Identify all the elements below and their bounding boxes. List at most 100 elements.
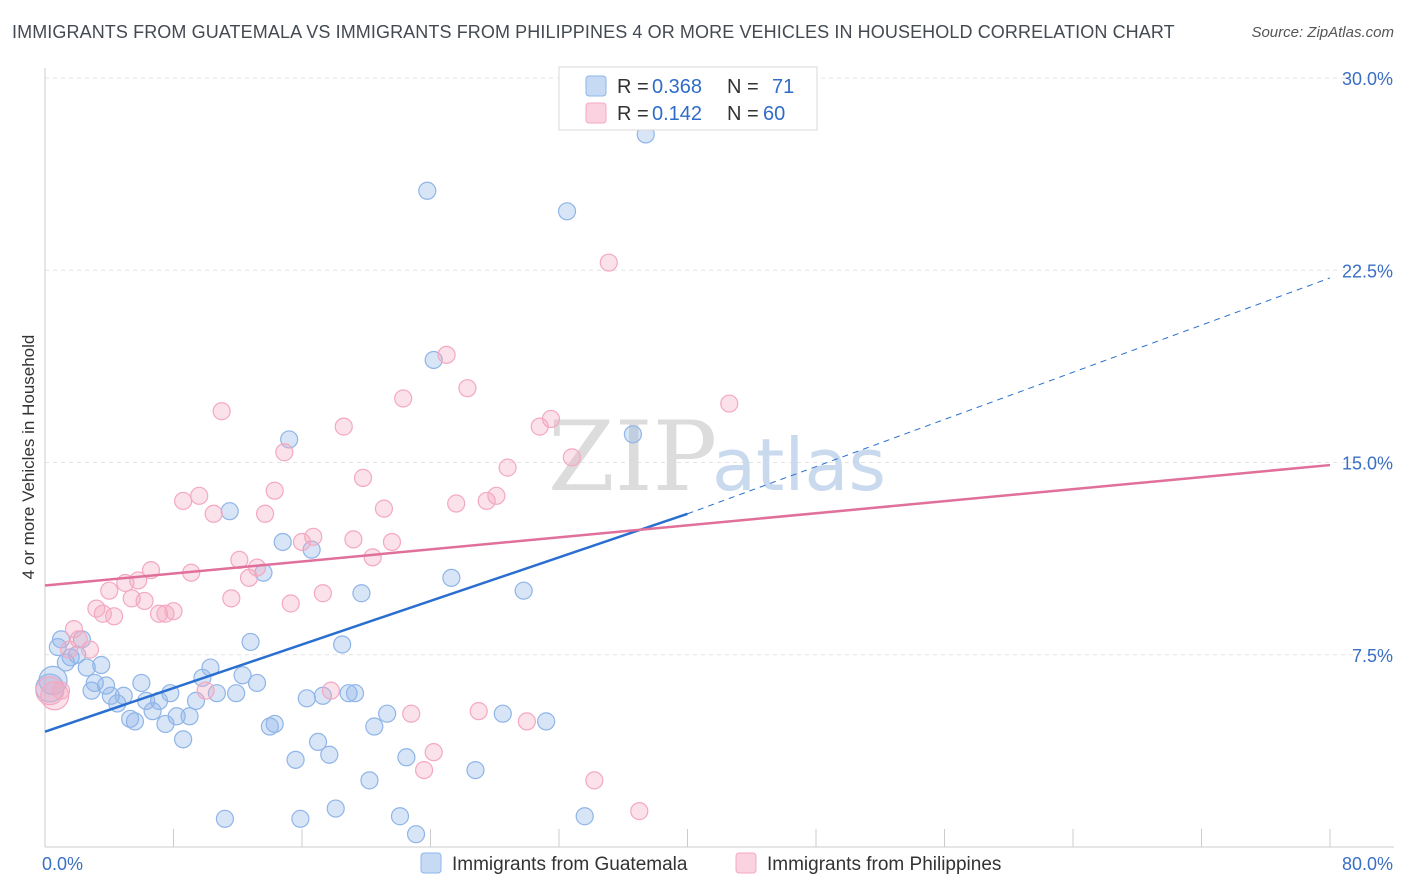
point-series-1-4 (64, 620, 84, 639)
point-series-0-49 (326, 799, 345, 818)
point-series-0-52 (345, 684, 365, 703)
legend-n-value-philippines: 60 (763, 103, 785, 125)
gridlines (45, 77, 1390, 656)
legend-swatch-philippines (585, 102, 607, 124)
series-legend: Immigrants from Guatemala Immigrants fro… (420, 852, 1001, 875)
point-series-0-8 (77, 658, 96, 677)
legend-r-value-guatemala: 0.368 (652, 76, 702, 98)
point-series-0-62 (442, 568, 461, 587)
y-axis-tick-labels: 7.5% 15.0% 22.5% 30.0% (1342, 69, 1393, 666)
point-series-1-21 (190, 486, 209, 505)
legend-n-label-guatemala: N = (727, 76, 759, 98)
point-series-1-18 (164, 602, 183, 621)
point-series-0-51 (339, 684, 358, 703)
point-series-0-18 (132, 673, 151, 693)
point-series-0-39 (265, 714, 284, 734)
point-series-1-60 (630, 802, 649, 821)
point-series-1-42 (382, 532, 402, 552)
x-axis-tick-labels: 0.0% 80.0% (42, 854, 1393, 874)
point-series-1-51 (477, 491, 496, 511)
legend-n-label-philippines: N = (727, 103, 759, 125)
watermark-zip: ZIP (548, 401, 717, 513)
point-series-1-57 (562, 448, 581, 467)
legend-r-label-philippines: R = (617, 103, 649, 125)
y-tick-label-0: 7.5% (1352, 646, 1393, 666)
point-series-1-10 (104, 607, 124, 626)
point-series-1-28 (247, 558, 267, 577)
trend-line-series-1 (44, 463, 1331, 587)
y-tick-label-1: 15.0% (1342, 454, 1393, 474)
point-series-1-43 (394, 389, 413, 408)
point-series-0-57 (390, 807, 410, 826)
legend-r-label-guatemala: R = (617, 76, 649, 98)
point-series-1-49 (458, 379, 477, 398)
point-series-0-33 (227, 684, 246, 703)
trend-line-series-0 (44, 512, 688, 733)
point-series-0-44 (297, 689, 316, 708)
point-series-1-19 (174, 491, 193, 511)
point-series-0-25 (174, 730, 193, 749)
point-series-0-34 (233, 666, 252, 685)
bottom-legend-swatch-philippines (735, 852, 757, 874)
point-series-0-40 (273, 532, 292, 552)
bottom-legend-label-philippines: Immigrants from Philippines (767, 854, 1001, 875)
point-series-0-63 (466, 760, 485, 780)
data-points (35, 125, 739, 844)
trend-lines (44, 277, 1331, 733)
point-series-1-59 (599, 253, 618, 272)
point-series-0-30 (207, 684, 226, 703)
point-series-1-39 (353, 468, 373, 487)
point-series-1-61 (720, 394, 739, 413)
point-series-1-52 (487, 486, 506, 505)
point-series-1-40 (363, 548, 382, 567)
point-series-1-41 (374, 499, 394, 518)
point-series-1-38 (344, 530, 363, 549)
point-series-0-54 (360, 771, 379, 790)
point-series-0-64 (493, 704, 512, 723)
point-series-0-16 (121, 709, 140, 728)
y-tick-label-2: 22.5% (1342, 261, 1393, 281)
axes (44, 68, 1394, 848)
point-series-0-68 (575, 807, 594, 826)
point-series-0-67 (557, 202, 577, 221)
point-series-1-50 (469, 702, 488, 721)
point-series-0-12 (96, 676, 116, 695)
point-series-1-29 (255, 504, 275, 523)
y-axis-label: 4 or more Vehicles in Household (19, 335, 38, 580)
point-series-0-38 (260, 717, 279, 736)
point-series-0-66 (537, 712, 556, 731)
point-series-0-35 (241, 632, 260, 652)
legend-n-value-guatemala: 71 (772, 76, 794, 98)
point-series-0-58 (397, 748, 416, 767)
point-series-1-56 (541, 409, 561, 429)
point-series-0-42 (286, 750, 305, 769)
point-series-0-32 (220, 502, 239, 521)
point-series-0-50 (333, 635, 352, 654)
point-series-1-6 (80, 640, 100, 659)
point-series-0-17 (125, 712, 145, 731)
point-series-1-47 (437, 345, 456, 364)
point-series-0-48 (320, 745, 339, 764)
point-series-0-31 (215, 809, 234, 828)
point-series-1-54 (517, 712, 536, 731)
point-series-1-9 (100, 581, 119, 600)
chart-title: IMMIGRANTS FROM GUATEMALA VS IMMIGRANTS … (12, 22, 1175, 42)
point-series-1-33 (292, 532, 312, 552)
point-series-1-32 (281, 594, 300, 613)
point-series-0-24 (167, 707, 186, 726)
point-series-1-5 (69, 630, 88, 649)
point-series-1-23 (204, 504, 223, 523)
point-series-1-8 (93, 604, 112, 623)
point-series-1-45 (414, 760, 434, 780)
point-series-1-24 (212, 402, 231, 421)
point-series-0-56 (378, 704, 397, 723)
point-series-0-20 (143, 702, 162, 721)
bottom-legend-swatch-guatemala (420, 852, 442, 874)
point-series-1-44 (402, 704, 421, 723)
point-series-1-46 (424, 743, 443, 762)
point-series-0-69 (623, 425, 642, 444)
point-series-1-34 (304, 527, 323, 546)
point-series-1-31 (275, 443, 294, 462)
point-series-1-58 (585, 771, 604, 790)
point-series-1-16 (149, 604, 169, 623)
